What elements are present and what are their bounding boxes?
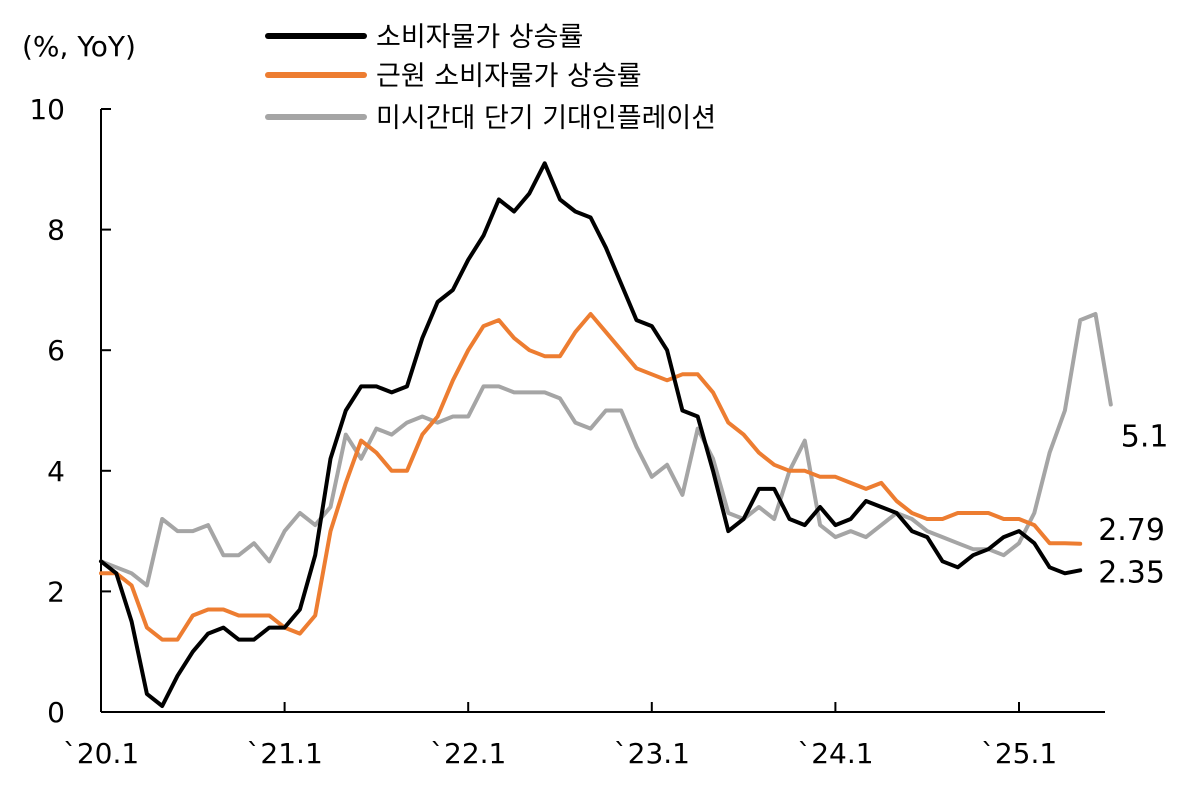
x-tick-label: `25.1 (981, 737, 1057, 770)
y-tick-label: 8 (47, 214, 65, 247)
unit-label: (%, YoY) (22, 30, 136, 63)
x-tick-label: `22.1 (430, 737, 506, 770)
series-line-1 (99, 312, 1083, 642)
end-label-2: 5.1 (1121, 419, 1169, 454)
legend-label-1: 근원 소비자물가 상승률 (376, 61, 642, 92)
legend-label-0: 소비자물가 상승률 (376, 22, 583, 53)
series-line-0 (99, 161, 1083, 708)
y-tick-label: 4 (47, 455, 65, 488)
x-tick-label: `21.1 (246, 737, 322, 770)
y-tick-label: 10 (29, 93, 65, 126)
end-label-1: 2.79 (1098, 513, 1165, 548)
legend-label-2: 미시간대 단기 기대인플레이션 (376, 103, 716, 134)
x-tick-label: `23.1 (614, 737, 690, 770)
y-tick-label: 0 (47, 696, 65, 729)
x-tick-label: `20.1 (63, 737, 139, 770)
x-axis: `20.1 `21.1 `22.1 `23.1 `24.1 `25.1 (63, 702, 1105, 770)
series-lines (99, 161, 1113, 708)
y-axis: 0 2 4 6 8 10 (29, 93, 111, 729)
x-tick-label: `24.1 (797, 737, 873, 770)
series-line-2 (99, 312, 1113, 588)
y-tick-label: 2 (47, 575, 65, 608)
end-label-0: 2.35 (1098, 555, 1165, 590)
end-labels: 2.35 2.79 5.1 (1098, 419, 1168, 590)
y-tick-label: 6 (47, 334, 65, 367)
